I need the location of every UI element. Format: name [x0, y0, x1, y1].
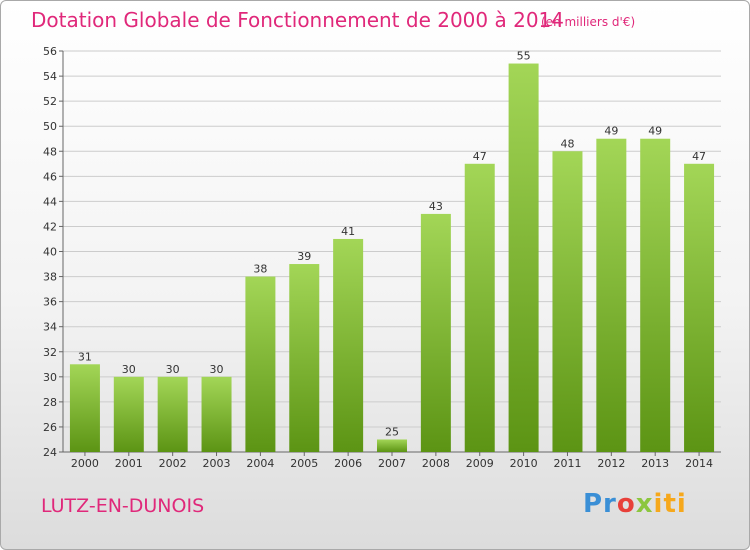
- bar: [552, 151, 583, 452]
- y-tick-label: 44: [43, 195, 57, 208]
- x-tick-label: 2011: [553, 457, 581, 470]
- value-label: 49: [648, 125, 662, 138]
- x-tick-label: 2013: [641, 457, 669, 470]
- value-label: 25: [385, 425, 399, 438]
- x-tick-label: 2006: [334, 457, 362, 470]
- logo-part-1: Pr: [583, 489, 617, 519]
- value-label: 30: [210, 363, 224, 376]
- bar: [464, 163, 495, 452]
- bar: [69, 364, 100, 452]
- y-tick-label: 30: [43, 371, 57, 384]
- y-tick-label: 56: [43, 45, 57, 58]
- value-label: 49: [604, 125, 618, 138]
- logo-part-2: o: [616, 489, 636, 519]
- bar: [640, 138, 671, 452]
- x-tick-label: 2009: [466, 457, 494, 470]
- y-tick-label: 48: [43, 145, 57, 158]
- x-tick-label: 2014: [685, 457, 713, 470]
- y-tick-label: 38: [43, 271, 57, 284]
- value-label: 30: [166, 363, 180, 376]
- value-label: 47: [692, 150, 706, 163]
- y-tick-label: 54: [43, 70, 57, 83]
- y-tick-label: 42: [43, 220, 57, 233]
- x-tick-label: 2005: [290, 457, 318, 470]
- bar: [420, 213, 451, 452]
- bar-layer: [69, 63, 715, 452]
- x-tick-label: 2007: [378, 457, 406, 470]
- bar: [596, 138, 627, 452]
- y-tick-label: 36: [43, 296, 57, 309]
- x-tick-label: 2002: [159, 457, 187, 470]
- x-tick-label: 2003: [203, 457, 231, 470]
- y-tick-label: 34: [43, 321, 57, 334]
- value-label: 38: [253, 263, 267, 276]
- y-tick-label: 50: [43, 120, 57, 133]
- x-tick-label: 2004: [246, 457, 274, 470]
- bar: [245, 276, 276, 452]
- value-label: 41: [341, 225, 355, 238]
- bar: [333, 238, 364, 452]
- y-tick-label: 32: [43, 346, 57, 359]
- x-tick-label: 2012: [597, 457, 625, 470]
- proxiti-logo: Proxiti: [583, 489, 687, 519]
- label-layer: 31 2000 30 2001 30 2002 30 2003 38 2004 39 2005 41 20…: [71, 50, 713, 470]
- chart-subtitle: (en milliers d'€): [541, 15, 636, 29]
- bar: [377, 439, 407, 452]
- value-label: 48: [560, 137, 574, 150]
- bar: [289, 264, 320, 452]
- bar: [201, 376, 232, 452]
- chart-title: Dotation Globale de Fonctionnement de 20…: [31, 8, 564, 32]
- logo-part-3: x: [635, 489, 654, 519]
- bar: [157, 376, 188, 452]
- value-label: 39: [297, 250, 311, 263]
- logo-part-4: iti: [653, 489, 687, 519]
- x-tick-label: 2001: [115, 457, 143, 470]
- bar: [508, 63, 539, 452]
- y-tick-label: 46: [43, 170, 57, 183]
- x-tick-label: 2008: [422, 457, 450, 470]
- y-tick-label: 52: [43, 95, 57, 108]
- y-tick-label: 24: [43, 446, 57, 459]
- y-tick-label: 28: [43, 396, 57, 409]
- x-tick-label: 2000: [71, 457, 99, 470]
- commune-name: LUTZ-EN-DUNOIS: [41, 495, 205, 517]
- value-label: 31: [78, 350, 92, 363]
- value-label: 43: [429, 200, 443, 213]
- value-label: 30: [122, 363, 136, 376]
- value-label: 47: [473, 150, 487, 163]
- value-label: 55: [517, 50, 531, 63]
- y-tick-label: 26: [43, 421, 57, 434]
- x-tick-label: 2010: [510, 457, 538, 470]
- bar: [113, 376, 144, 452]
- y-tick-label: 40: [43, 246, 57, 259]
- bar: [684, 163, 715, 452]
